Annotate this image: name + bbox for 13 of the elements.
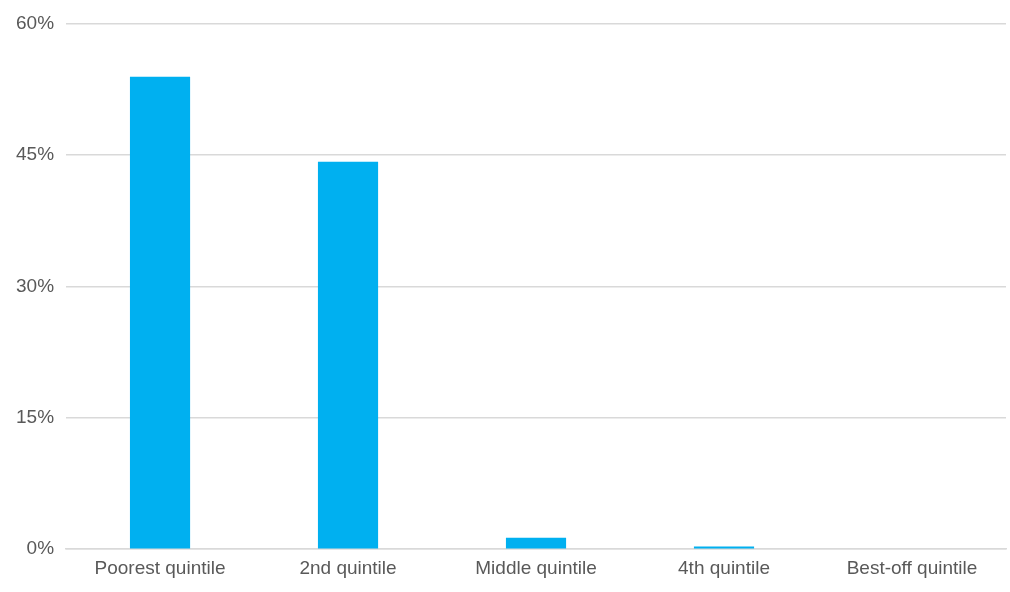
bar: [129, 76, 191, 549]
y-tick-label: 0%: [26, 537, 55, 559]
x-tick-label: 2nd quintile: [299, 556, 397, 578]
y-tick-label: 15%: [16, 405, 55, 427]
y-tick-label: 60%: [16, 11, 55, 33]
bar: [317, 161, 379, 549]
x-tick-label: Middle quintile: [475, 556, 597, 578]
x-tick-label: Poorest quintile: [94, 556, 226, 578]
x-tick-label: 4th quintile: [678, 556, 770, 578]
y-tick-label: 30%: [16, 274, 55, 296]
x-tick-label: Best-off quintile: [846, 556, 978, 578]
y-tick-label: 45%: [16, 143, 55, 165]
bar: [505, 537, 567, 549]
